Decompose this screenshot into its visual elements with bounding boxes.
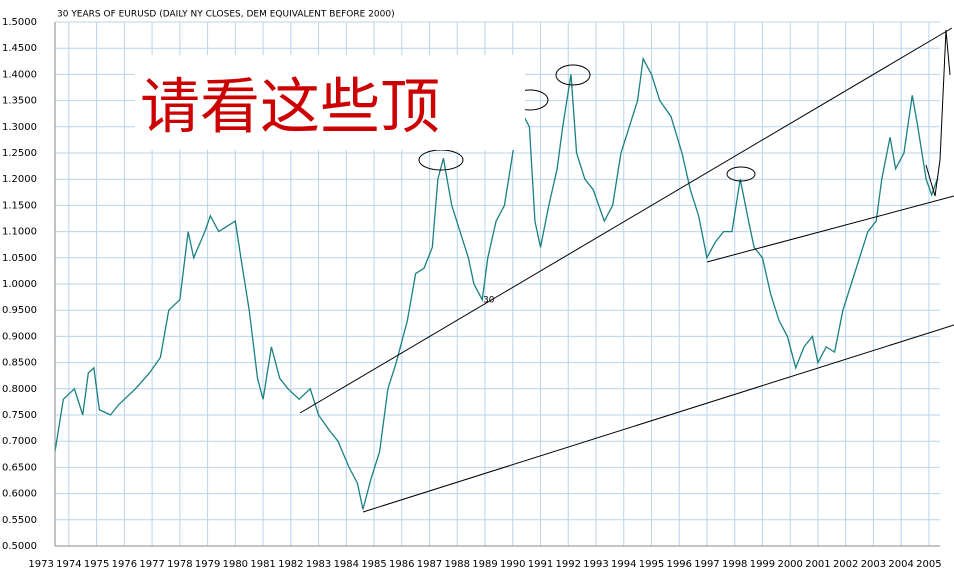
x-tick-label: 2003	[861, 559, 886, 570]
y-tick-label: 0.8500	[2, 358, 37, 369]
y-tick-label: 0.6500	[2, 462, 37, 473]
x-tick-label: 1980	[223, 559, 248, 570]
y-tick-label: 1.2000	[2, 174, 37, 185]
x-tick-label: 1978	[167, 559, 192, 570]
trend-line	[299, 27, 953, 414]
annotation: 30	[483, 296, 495, 306]
x-tick-label: 2002	[833, 559, 858, 570]
y-tick-label: 1.1000	[2, 227, 37, 238]
y-tick-label: 0.5000	[2, 541, 37, 552]
x-tick-label: 1997	[694, 559, 719, 570]
y-tick-label: 1.0000	[2, 279, 37, 290]
trend-lines	[299, 27, 954, 513]
x-tick-label: 1973	[28, 559, 53, 570]
x-tick-label: 1981	[250, 559, 275, 570]
y-tick-label: 0.8000	[2, 384, 37, 395]
trend-line	[706, 195, 954, 263]
plot	[54, 56, 938, 510]
x-tick-label: 1975	[84, 559, 109, 570]
x-tick-label: 1994	[611, 559, 636, 570]
x-tick-label: 2004	[888, 559, 913, 570]
x-tick-label: 1989	[472, 559, 497, 570]
x-tick-label: 1999	[750, 559, 775, 570]
grid	[55, 21, 940, 547]
y-tick-label: 1.0500	[2, 253, 37, 264]
x-tick-label: 1992	[556, 559, 581, 570]
x-tick-label: 1988	[445, 559, 470, 570]
chart-title: 30 YEARS OF EURUSD (DAILY NY CLOSES, DEM…	[57, 10, 395, 20]
x-tick-label: 1985	[361, 559, 386, 570]
y-tick-label: 1.4000	[2, 69, 37, 80]
hand-line	[925, 29, 951, 197]
x-tick-label: 1979	[195, 559, 220, 570]
x-tick-label: 2000	[777, 559, 802, 570]
x-tick-label: 1995	[639, 559, 664, 570]
y-tick-label: 0.7500	[2, 410, 37, 421]
x-tick-label: 1982	[278, 559, 303, 570]
y-tick-label: 1.4500	[2, 43, 37, 54]
y-tick-label: 0.7000	[2, 436, 37, 447]
note: 请看这些顶	[140, 73, 440, 143]
x-tick-label: 1996	[666, 559, 691, 570]
x-tick-label: 1993	[583, 559, 608, 570]
x-tick-label: 1986	[389, 559, 414, 570]
y-tick-label: 0.6000	[2, 489, 37, 500]
x-tick-label: 1976	[112, 559, 137, 570]
y-tick-label: 0.5500	[2, 515, 37, 526]
y-tick-label: 1.3500	[2, 96, 37, 107]
x-tick-label: 1974	[56, 559, 81, 570]
peak-circle	[555, 64, 591, 86]
note-box	[135, 55, 525, 150]
y-tick-label: 1.3000	[2, 122, 37, 133]
y-tick-label: 1.2500	[2, 148, 37, 159]
trend-line	[362, 324, 954, 513]
x-tick-label: 2001	[805, 559, 830, 570]
peak-circle	[726, 166, 756, 182]
x-tick-label: 1983	[306, 559, 331, 570]
x-tick-label: 1998	[722, 559, 747, 570]
x-tick-label: 1984	[334, 559, 359, 570]
y-tick-label: 0.9500	[2, 305, 37, 316]
series-line	[54, 56, 938, 510]
y-tick-label: 0.9000	[2, 331, 37, 342]
y-tick-label: 1.5000	[2, 17, 37, 28]
x-tick-label: 1977	[139, 559, 164, 570]
x-tick-label: 1991	[528, 559, 553, 570]
x-tick-label: 1987	[417, 559, 442, 570]
x-tick-label: 1990	[500, 559, 525, 570]
y-tick-label: 1.1500	[2, 200, 37, 211]
x-tick-label: 2005	[916, 559, 941, 570]
